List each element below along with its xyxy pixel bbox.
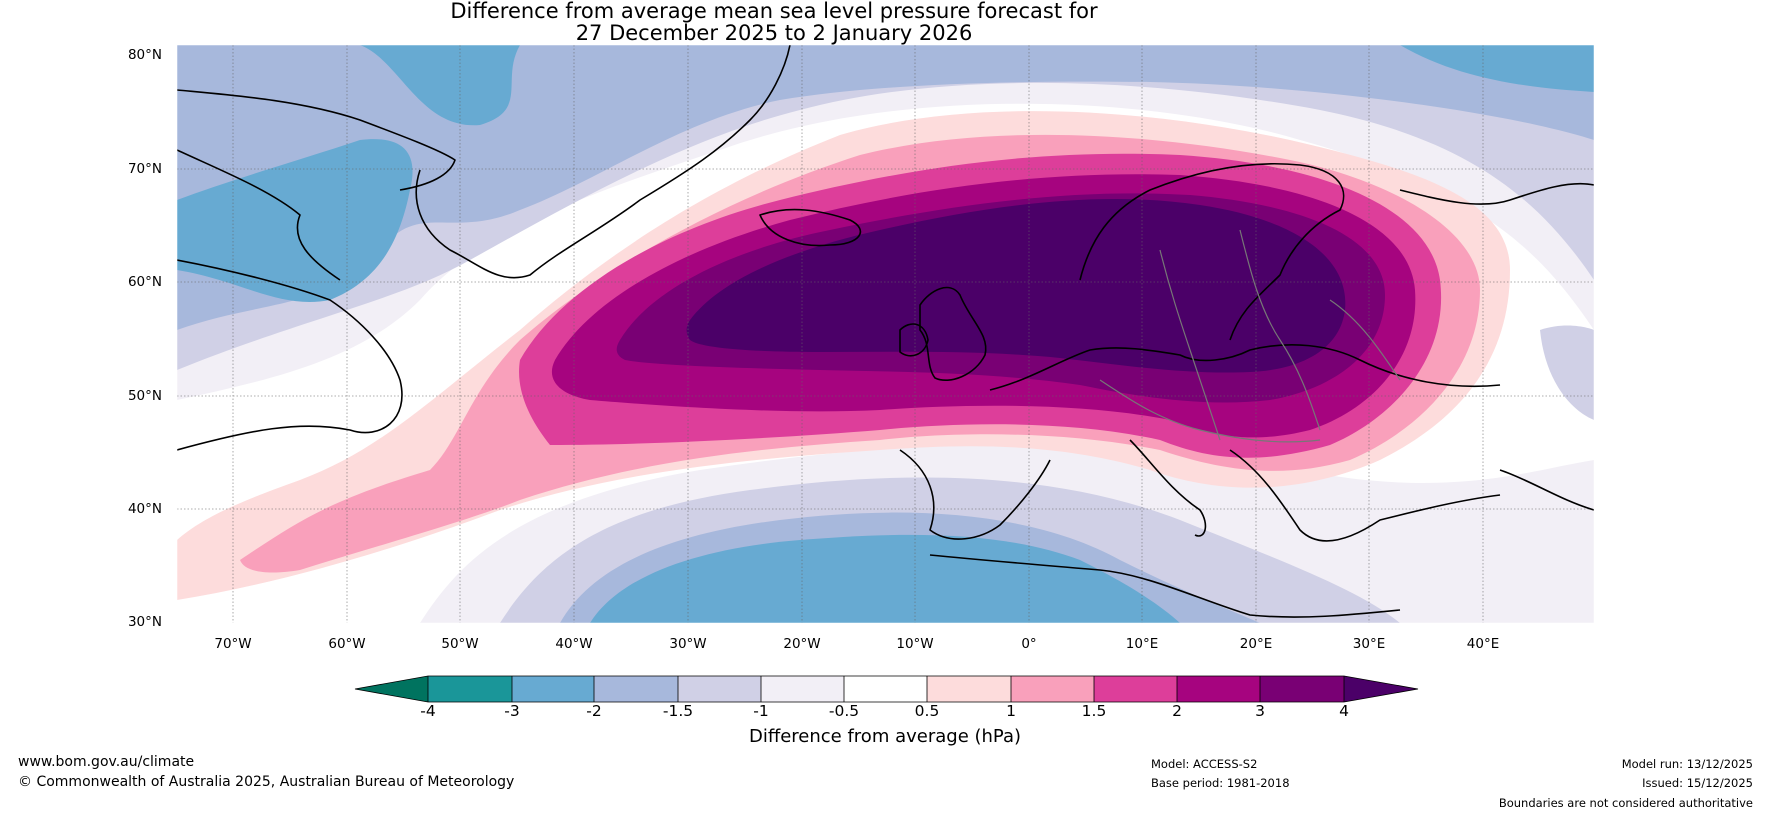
contour-north-m15	[177, 45, 1594, 330]
contour-south-m20	[590, 534, 1180, 623]
map-title-line2: 27 December 2025 to 2 January 2026	[575, 21, 973, 45]
footer-base-period: Base period: 1981-2018	[1151, 776, 1290, 790]
colorbar-bin	[1011, 676, 1094, 702]
lon-label-20e: 20°E	[1239, 636, 1273, 652]
colorbar-tick: -1.5	[662, 702, 694, 720]
colorbar-tick: 1	[1006, 702, 1016, 720]
footer-issued: Issued: 15/12/2025	[1642, 776, 1753, 790]
colorbar-bin	[1177, 676, 1260, 702]
coast-baffin	[177, 89, 456, 191]
lat-label-30n: 30°N	[127, 614, 162, 630]
borders	[1099, 229, 1401, 443]
contour-greenland-m20	[177, 139, 413, 303]
colorbar-tick: 1.5	[1081, 702, 1107, 720]
coast-italy	[1129, 439, 1207, 537]
colorbar-tick: -3	[504, 702, 520, 720]
lon-label-0: 0°	[1021, 636, 1037, 652]
lat-label-50n: 50°N	[127, 388, 162, 404]
colorbar-tick: 2	[1172, 702, 1182, 720]
colorbar-tick: -1	[753, 702, 769, 720]
lon-label-20w: 20°W	[783, 636, 821, 652]
lat-label-60n: 60°N	[127, 274, 162, 290]
colorbar-tick: 3	[1255, 702, 1265, 720]
footer-model-run: Model run: 13/12/2025	[1621, 757, 1753, 771]
colorbar-extend-low	[355, 676, 428, 702]
lon-label-10w: 10°W	[896, 636, 934, 652]
coast-greenland-west	[177, 149, 341, 281]
footer-website: www.bom.gov.au/climate	[18, 754, 195, 770]
lon-label-30w: 30°W	[669, 636, 707, 652]
coast-turkey-east	[1499, 469, 1594, 511]
lat-label-40n: 40°N	[127, 501, 162, 517]
colorbar-bin	[761, 676, 844, 702]
colorbar-bin	[678, 676, 761, 702]
coast-balkans	[1229, 449, 1501, 542]
colorbar-bin	[844, 676, 927, 702]
lon-label-50w: 50°W	[441, 636, 479, 652]
colorbar-tick: -4	[420, 702, 436, 720]
lat-label-80n: 80°N	[127, 47, 162, 63]
lon-label-70w: 70°W	[214, 636, 252, 652]
lon-label-30e: 30°E	[1352, 636, 1386, 652]
colorbar-bin	[594, 676, 678, 702]
coast-russia-north	[1399, 182, 1594, 205]
colorbar-tick: -2	[586, 702, 602, 720]
graticule	[177, 45, 1594, 623]
lon-label-10e: 10°E	[1125, 636, 1159, 652]
contour-north-m20	[177, 45, 520, 126]
lon-label-40w: 40°W	[555, 636, 593, 652]
colorbar-tick: -0.5	[828, 702, 860, 720]
footer-disclaimer: Boundaries are not considered authoritat…	[1498, 796, 1753, 810]
coast-europe	[989, 344, 1501, 391]
map-title-line1: Difference from average mean sea level p…	[450, 0, 1098, 23]
colorbar	[354, 675, 1419, 703]
colorbar-bin	[428, 676, 512, 702]
coast-britain	[919, 286, 987, 382]
coast-labrador	[177, 259, 403, 451]
colorbar-tick: 4	[1339, 702, 1349, 720]
colorbar-tick: 0.5	[914, 702, 940, 720]
colorbar-bin	[927, 676, 1011, 702]
coast-iberia	[899, 449, 1051, 540]
colorbar-bin	[512, 676, 594, 702]
coast-ireland	[899, 323, 929, 357]
colorbar-label: Difference from average (hPa)	[748, 726, 1022, 747]
lon-label-60w: 60°W	[328, 636, 366, 652]
coast-scandinavia	[1079, 162, 1345, 341]
colorbar-bin	[1260, 676, 1344, 702]
lat-label-70n: 70°N	[127, 161, 162, 177]
colorbar-extend-high	[1344, 676, 1418, 702]
lon-label-40e: 40°E	[1466, 636, 1500, 652]
coast-iceland	[759, 208, 862, 247]
contour-north-m20b	[1400, 45, 1594, 92]
coast-greenland	[415, 45, 791, 279]
footer-copyright: © Commonwealth of Australia 2025, Austra…	[18, 774, 515, 790]
colorbar-bin	[1094, 676, 1177, 702]
footer-model: Model: ACCESS-S2	[1151, 757, 1258, 771]
coastlines	[177, 45, 1594, 618]
coast-northafrica	[929, 554, 1401, 618]
map-panel	[177, 45, 1594, 623]
